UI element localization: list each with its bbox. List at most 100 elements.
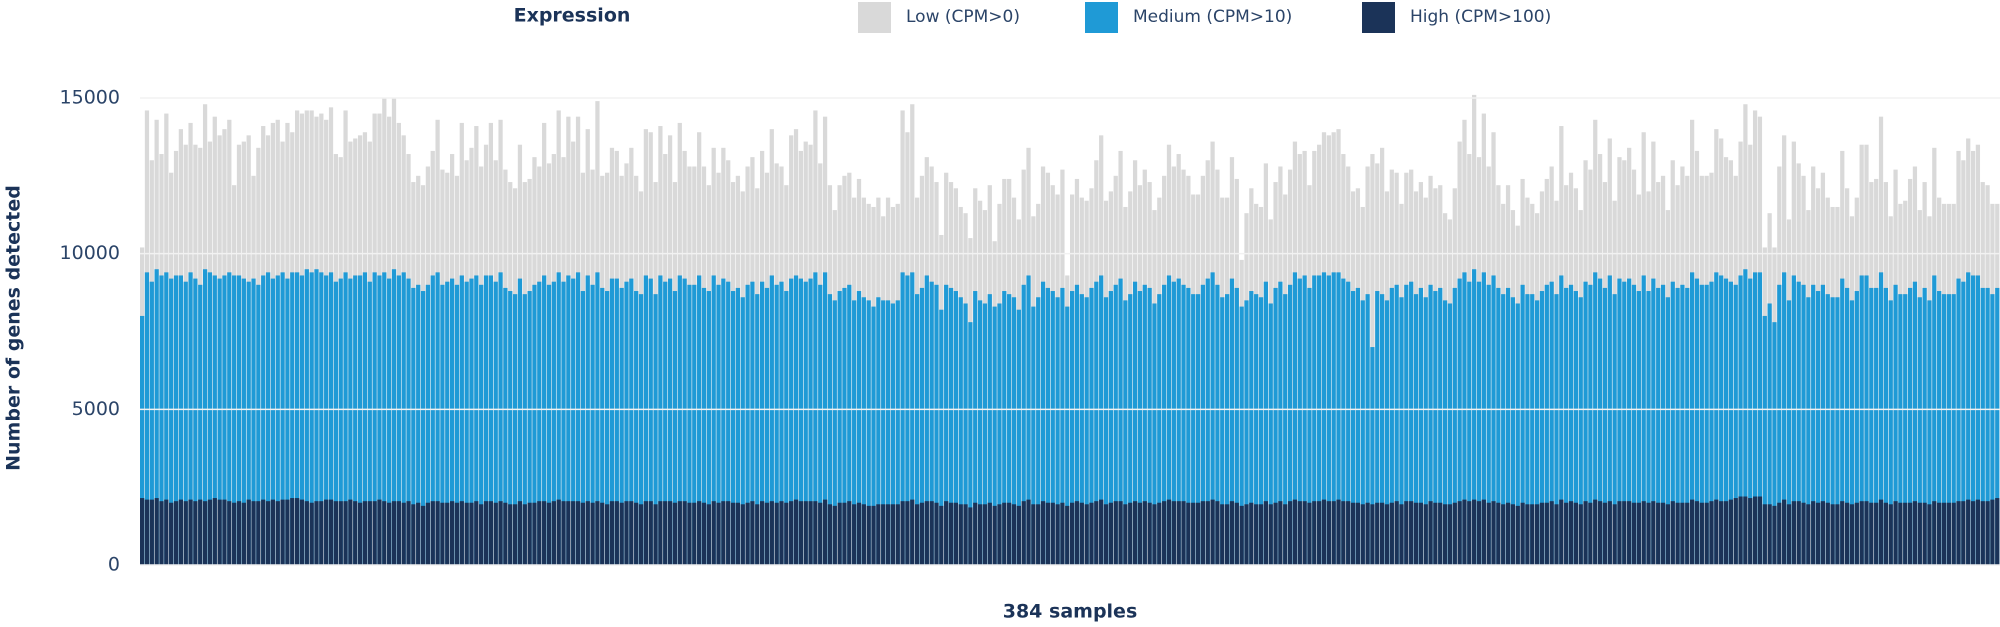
bar xyxy=(1830,504,1835,565)
bar xyxy=(1123,504,1128,565)
bar xyxy=(900,501,905,565)
bar xyxy=(382,272,387,565)
bar xyxy=(900,272,905,565)
bar xyxy=(1501,504,1506,565)
y-tick-label: 5000 xyxy=(72,398,120,420)
bar xyxy=(677,501,682,565)
bar xyxy=(1128,502,1133,565)
bar xyxy=(396,501,401,565)
bar xyxy=(1142,284,1147,565)
bar xyxy=(430,501,435,565)
bar xyxy=(1975,499,1981,565)
bar xyxy=(1157,294,1162,565)
legend-label: Medium (CPM>10) xyxy=(1133,7,1292,27)
bar xyxy=(1733,284,1738,565)
bar xyxy=(847,284,852,565)
bar xyxy=(411,504,416,565)
bar xyxy=(1874,287,1879,565)
bar xyxy=(1937,291,1942,565)
bar xyxy=(1767,303,1772,565)
bar xyxy=(905,501,910,565)
bar xyxy=(1418,502,1423,565)
bar xyxy=(372,272,377,565)
bar xyxy=(735,502,741,565)
bar xyxy=(1995,287,2000,565)
bar xyxy=(924,501,929,565)
bar xyxy=(1602,502,1608,565)
bar xyxy=(1423,504,1428,565)
bar xyxy=(217,499,222,565)
bar xyxy=(1554,504,1559,565)
bar xyxy=(716,284,721,565)
bar xyxy=(140,498,145,565)
bar xyxy=(512,294,518,565)
bar xyxy=(1317,501,1322,565)
bar xyxy=(1220,504,1225,565)
bar xyxy=(367,281,372,565)
bar xyxy=(1607,275,1612,565)
bar xyxy=(711,275,716,565)
bar xyxy=(1588,284,1593,565)
bar xyxy=(1660,502,1666,565)
bar xyxy=(1670,281,1675,565)
bar xyxy=(1767,504,1772,565)
bar xyxy=(1597,278,1603,565)
bar xyxy=(1530,504,1535,565)
bar xyxy=(1951,502,1956,565)
bar xyxy=(1481,499,1486,565)
bar xyxy=(1317,275,1322,565)
bar xyxy=(1937,502,1942,565)
bar xyxy=(1723,501,1729,565)
bar xyxy=(1878,272,1884,565)
bar xyxy=(987,502,992,565)
bar xyxy=(1287,284,1293,565)
bar xyxy=(1801,502,1806,565)
bar xyxy=(1641,275,1646,565)
bar xyxy=(1399,504,1404,565)
bar xyxy=(1365,502,1370,565)
bar xyxy=(1200,284,1206,565)
bar xyxy=(212,498,217,565)
bar xyxy=(653,294,658,565)
bar xyxy=(251,501,256,565)
bar xyxy=(1709,281,1714,565)
bar xyxy=(1472,269,1477,565)
bar xyxy=(1883,502,1888,565)
bar xyxy=(1394,284,1399,565)
bar xyxy=(416,502,421,565)
bar xyxy=(580,502,586,565)
bar xyxy=(1195,294,1201,565)
bar xyxy=(803,501,808,565)
bar xyxy=(701,502,707,565)
bar xyxy=(173,275,179,565)
bar xyxy=(1505,287,1511,565)
bar xyxy=(1011,297,1017,565)
bar xyxy=(1583,281,1588,565)
bar xyxy=(885,504,891,565)
bar xyxy=(667,278,673,565)
bar xyxy=(1685,502,1690,565)
bar xyxy=(924,275,929,565)
bar xyxy=(353,501,358,565)
bar xyxy=(406,501,411,565)
bar xyxy=(1660,284,1666,565)
bar xyxy=(1186,287,1191,565)
bar xyxy=(1728,499,1733,565)
bar xyxy=(847,501,852,565)
bar xyxy=(343,272,348,565)
bar xyxy=(977,504,983,565)
bar xyxy=(159,501,164,565)
bar xyxy=(440,284,445,565)
bar xyxy=(493,281,498,565)
legend-title: Expression xyxy=(514,5,631,27)
bar xyxy=(1840,278,1845,565)
bar xyxy=(1409,281,1414,565)
bar xyxy=(1491,275,1496,565)
bar xyxy=(1249,502,1254,565)
bar xyxy=(440,502,445,565)
bar xyxy=(1631,502,1637,565)
bar xyxy=(1467,281,1472,565)
bar xyxy=(566,275,571,565)
bar xyxy=(1476,501,1482,565)
bar xyxy=(905,275,910,565)
